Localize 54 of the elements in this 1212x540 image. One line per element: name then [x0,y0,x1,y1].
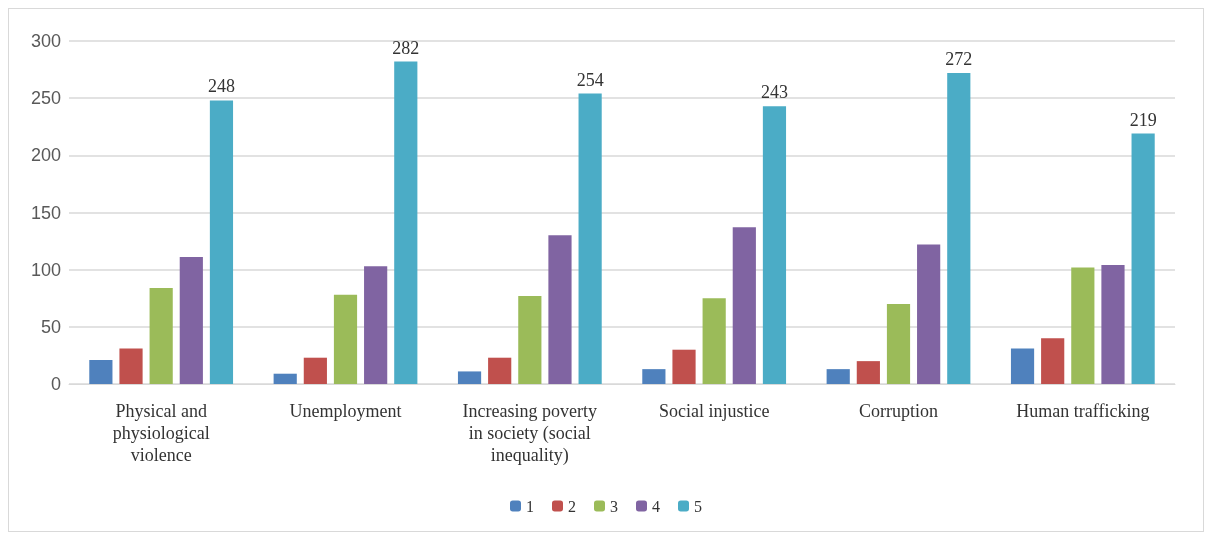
bar [702,298,726,384]
y-tick-label: 100 [30,259,61,280]
data-label: 272 [945,49,973,70]
bar [518,295,542,384]
x-tick-label: Corruption [859,401,938,421]
data-label: 282 [392,37,420,58]
x-tick-label: Increasing poverty in society (social inequality) [462,401,598,466]
y-tick-label: 0 [50,374,61,394]
y-tick-label: 300 [30,31,61,51]
x-tick-label: Human trafficking [1016,401,1150,421]
x-tick-label: Physical and physiological violence [112,401,210,465]
legend-label: 5 [694,497,702,515]
bar [457,371,482,384]
bar [1041,338,1065,384]
bar [642,369,666,384]
bar [149,287,173,384]
bar [1010,348,1035,384]
bar [1131,133,1155,384]
bar [886,303,911,384]
bar [917,244,941,384]
bar [856,361,880,384]
legend-label: 3 [610,497,618,515]
data-label: 248 [207,76,235,97]
y-tick-label: 50 [40,316,61,337]
x-tick-label: Unemployment [289,401,402,421]
bar [179,257,203,384]
bar [578,93,602,384]
x-tick-label: Social injustice [658,401,770,421]
bar [1101,265,1125,384]
data-label: 219 [1129,109,1157,130]
bar [209,100,234,384]
bar [364,266,388,384]
bar [488,357,512,384]
y-tick-label: 250 [30,88,61,109]
bar [732,227,756,384]
legend-label: 4 [652,497,660,515]
bar [947,73,971,384]
bar [394,61,418,384]
bar [119,348,143,384]
bar [548,235,572,384]
legend-label: 2 [568,497,576,515]
bar [333,294,358,384]
bar [273,373,297,384]
bar [303,357,327,384]
data-label: 254 [576,69,604,90]
y-tick-label: 200 [30,145,61,166]
bar [89,359,113,384]
bar [826,369,850,384]
bar [1071,267,1095,384]
legend-label: 1 [526,497,534,515]
data-label: 243 [760,82,788,103]
bar [762,106,787,384]
y-tick-label: 150 [30,202,61,223]
bar [672,349,696,384]
